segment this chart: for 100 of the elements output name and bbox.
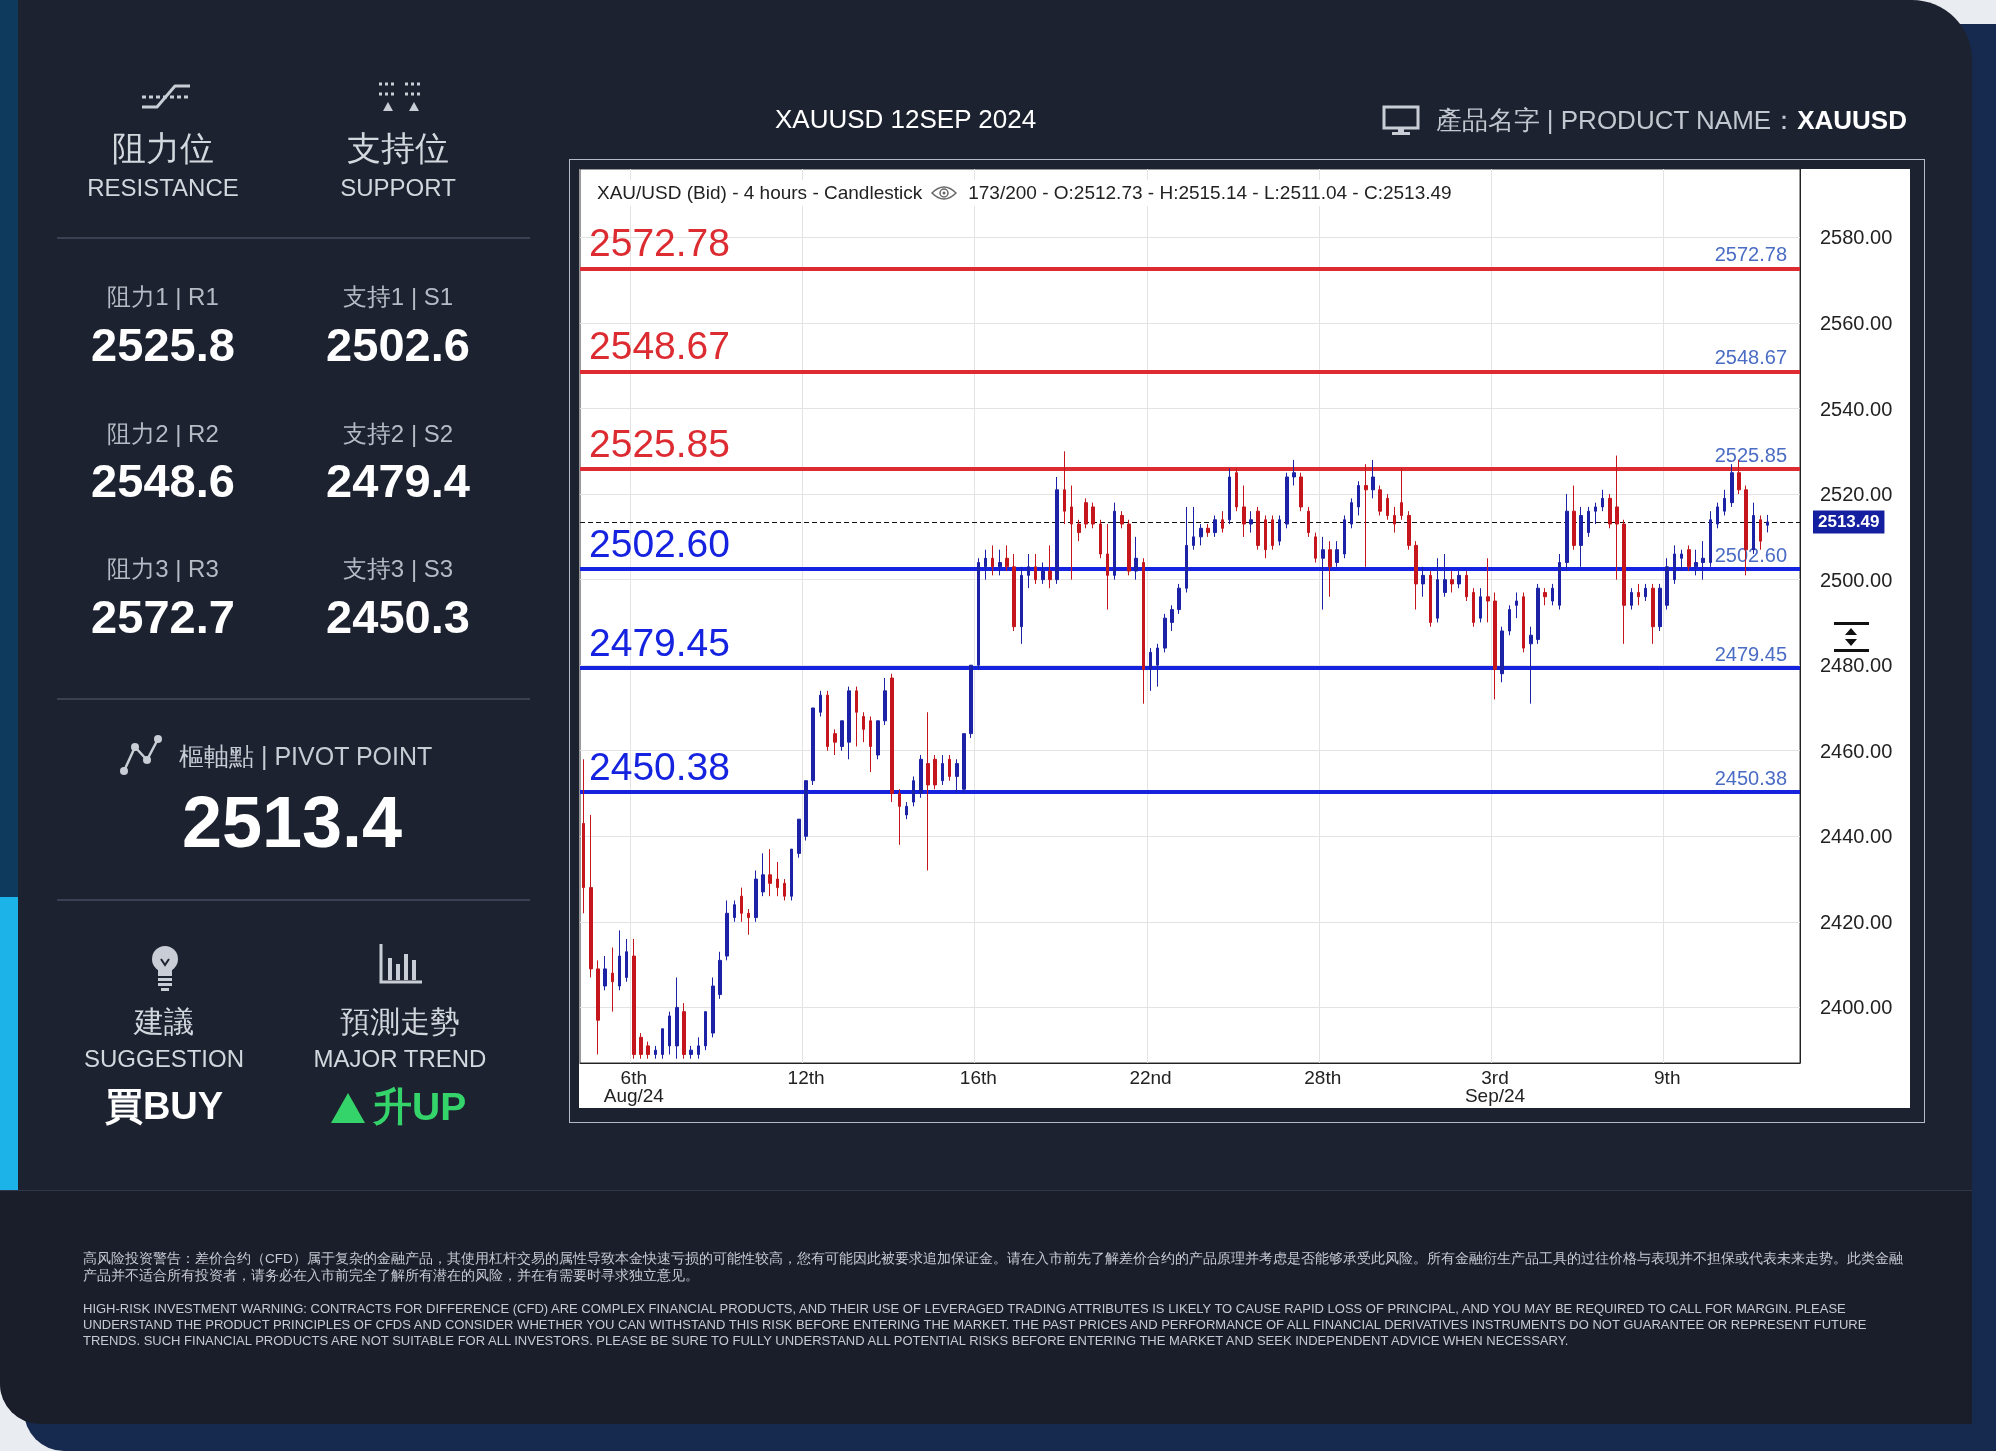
candlestick [1350, 497, 1353, 529]
candlestick [582, 758, 585, 914]
text: 2548.67 [589, 324, 730, 368]
candlestick [1500, 626, 1504, 683]
candlestick [1364, 463, 1368, 568]
candlestick [811, 707, 815, 786]
candlestick [1156, 643, 1159, 688]
candlestick [1493, 591, 1497, 700]
x-tick-label: 16th [959, 1066, 997, 1088]
candlestick [1285, 472, 1289, 529]
candlestick [1450, 570, 1454, 593]
candlestick [926, 711, 930, 872]
candlestick [1113, 502, 1116, 581]
candlestick [1443, 553, 1447, 598]
candlestick [646, 1041, 650, 1060]
candlestick [776, 861, 779, 897]
candlestick [639, 1032, 643, 1060]
candlestick [1048, 544, 1052, 589]
candlestick [768, 848, 772, 897]
candlestick [1572, 485, 1576, 551]
candlestick [1522, 591, 1525, 653]
candlestick [1271, 514, 1274, 551]
text: 173/200 - O:2512.73 - H:2515.14 - L:2511.04 - C:2513.49 [968, 182, 1452, 204]
candlestick [826, 690, 829, 752]
candlestick [819, 690, 822, 718]
candlestick [984, 549, 987, 581]
ref-line-label: 2513.49 [1818, 512, 1880, 532]
candlestick [912, 775, 915, 807]
candlestick [1357, 480, 1360, 516]
text: 阻力1 | R1 [107, 283, 219, 311]
candlestick [761, 852, 765, 897]
candlestick [1594, 502, 1597, 525]
candlestick [905, 801, 908, 820]
text: 2525.85 [589, 422, 730, 466]
text: 2548.6 [91, 453, 235, 509]
text: 預測走勢 [340, 1004, 460, 1040]
y-tick-label: 2420.00 [1820, 910, 1893, 933]
text: 阻力3 | R3 [107, 555, 219, 583]
candlestick [783, 878, 786, 901]
candlestick [797, 818, 801, 859]
candlestick [1479, 587, 1482, 623]
candlestick [977, 557, 980, 670]
y-tick-label: 2520.00 [1820, 483, 1893, 506]
candlestick [1228, 467, 1231, 525]
candlestick [1457, 570, 1461, 589]
y-tick-label: 2480.00 [1820, 654, 1893, 677]
candlestick [596, 959, 600, 1055]
candlestick [1041, 562, 1045, 585]
candlestick [668, 1011, 671, 1055]
text: 2572.7 [91, 589, 235, 645]
candlestick [1465, 570, 1468, 602]
candlestick [697, 1036, 700, 1060]
candlestick [790, 848, 793, 901]
candlestick [1701, 540, 1705, 581]
x-tick-label: 6th Aug/24 [603, 1066, 665, 1106]
text: 樞軸點 | PIVOT POINT [179, 741, 433, 771]
candlestick [1256, 506, 1260, 551]
candlestick [1343, 514, 1346, 559]
candlestick [1235, 467, 1238, 512]
candlestick [704, 1011, 707, 1051]
candlestick [1077, 519, 1081, 542]
candlestick [1637, 583, 1640, 606]
candlestick [589, 814, 593, 978]
candlestick [1378, 485, 1382, 516]
text: 建議 [134, 1004, 194, 1040]
candlestick [1644, 583, 1647, 602]
ref-line-label: 2450.38 [1714, 766, 1787, 789]
text: 支持2 | S2 [342, 420, 454, 448]
y-tick-label: 2560.00 [1820, 311, 1893, 334]
candlestick [1120, 510, 1124, 529]
candlestick [1651, 583, 1655, 645]
x-tick-label: 28th [1304, 1066, 1342, 1088]
text: 產品名字 | PRODUCT NAME： [1435, 103, 1798, 137]
text: 阻力位 [112, 129, 214, 169]
candlestick [1005, 544, 1009, 572]
candlestick [1551, 583, 1554, 606]
candlestick [1335, 540, 1339, 568]
candlestick [1142, 557, 1145, 705]
candlestick [1170, 604, 1174, 632]
text: 支持3 | S3 [342, 555, 454, 583]
text: 支持位 [347, 129, 449, 169]
candlestick [1020, 566, 1023, 645]
text: 高风险投资警告：差价合约（CFD）属于复杂的金融产品，其使用杠杆交易的属性导致本金快速亏损的可能性较高，您有可能因此被要求追加保证金。请在入市前先了解差价合约的产品原理并考虑是否能够承受此风险。所有金融衍生产品工具的过往价格与表现并不担保或代表未来走势。此类金融产品并不适合所有投资者，请务必在入市前完全了解所有潜在的风险，并在有需要时寻求独立意见。 [83, 1250, 1904, 1284]
candlestick [1558, 553, 1561, 611]
candlestick [1386, 493, 1389, 521]
y-tick-label: 2460.00 [1820, 739, 1893, 762]
text: 2450.38 [589, 744, 730, 788]
candlestick [1673, 544, 1676, 585]
candlestick [919, 754, 923, 799]
candlestick [1307, 506, 1310, 538]
candlestick [632, 938, 636, 1060]
candlestick [1127, 519, 1131, 576]
candlestick [718, 951, 722, 1000]
candlestick [876, 720, 880, 760]
candlestick [847, 686, 851, 760]
text: HIGH-RISK INVESTMENT WARNING: CONTRACTS FOR DIFFERENCE (CFD) ARE COMPLEX FINANCIAL PRODUCTS, AND THEIR USE OF LEVERAGED TRADING ATTRIBUTES IS LIKELY TO CAUSE RAPID LOSS OF PRINCIPAL, AND YOU MAY BE REQUIRED TO CALL FOR MARGIN. PLEASE UNDERSTAND THE PRODUCT PRINCIPLES OF CFDS AND CONSIDER WHETHER YOU CAN WITHSTAND THIS RISK BEFORE ENTERING THE MARKET. THE PAST PRICES AND PERFORMANCE OF ALL FINANCIAL DERIVATIVES INSTRUMENTS DO NOT GUARANTEE OR REPRESENT FUTURE TRENDS. SUCH FINANCIAL PRODUCTS ARE NOT SUITABLE FOR ALL INVESTORS. PLEASE BE SURE TO FULLY UNDERSTAND ALL POTENTIAL RISKS BEFORE ENTERING THE MARKET AND SEEK INDEPENDENT ADVICE WHEN NECESSARY. [83, 1301, 1868, 1349]
candlestick [682, 1002, 686, 1060]
ref-line-label: 2548.67 [1714, 346, 1787, 369]
text: XAUUSD [1797, 104, 1907, 136]
candlestick [618, 929, 621, 991]
